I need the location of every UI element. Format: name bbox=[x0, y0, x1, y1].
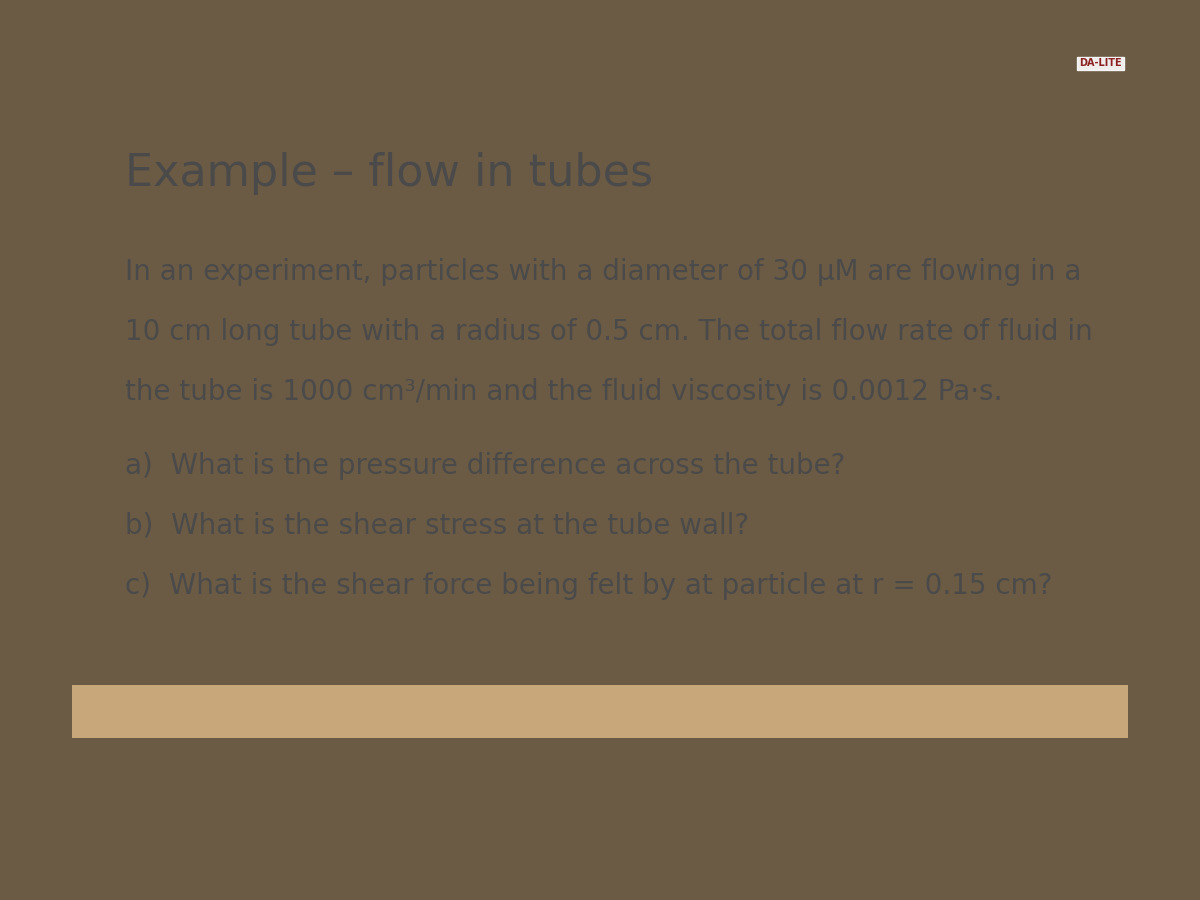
Text: In an experiment, particles with a diameter of 30 μM are flowing in a: In an experiment, particles with a diame… bbox=[125, 258, 1081, 286]
Text: b)  What is the shear stress at the tube wall?: b) What is the shear stress at the tube … bbox=[125, 511, 749, 540]
Text: DA-LITE: DA-LITE bbox=[1079, 58, 1122, 68]
Text: a)  What is the pressure difference across the tube?: a) What is the pressure difference acros… bbox=[125, 452, 845, 480]
FancyBboxPatch shape bbox=[72, 685, 1128, 738]
Text: 10 cm long tube with a radius of 0.5 cm. The total flow rate of fluid in: 10 cm long tube with a radius of 0.5 cm.… bbox=[125, 319, 1092, 346]
Text: Example – flow in tubes: Example – flow in tubes bbox=[125, 152, 653, 195]
Text: c)  What is the shear force being felt by at particle at r = 0.15 cm?: c) What is the shear force being felt by… bbox=[125, 572, 1052, 599]
Text: the tube is 1000 cm³/min and the fluid viscosity is 0.0012 Pa·s.: the tube is 1000 cm³/min and the fluid v… bbox=[125, 378, 1002, 407]
